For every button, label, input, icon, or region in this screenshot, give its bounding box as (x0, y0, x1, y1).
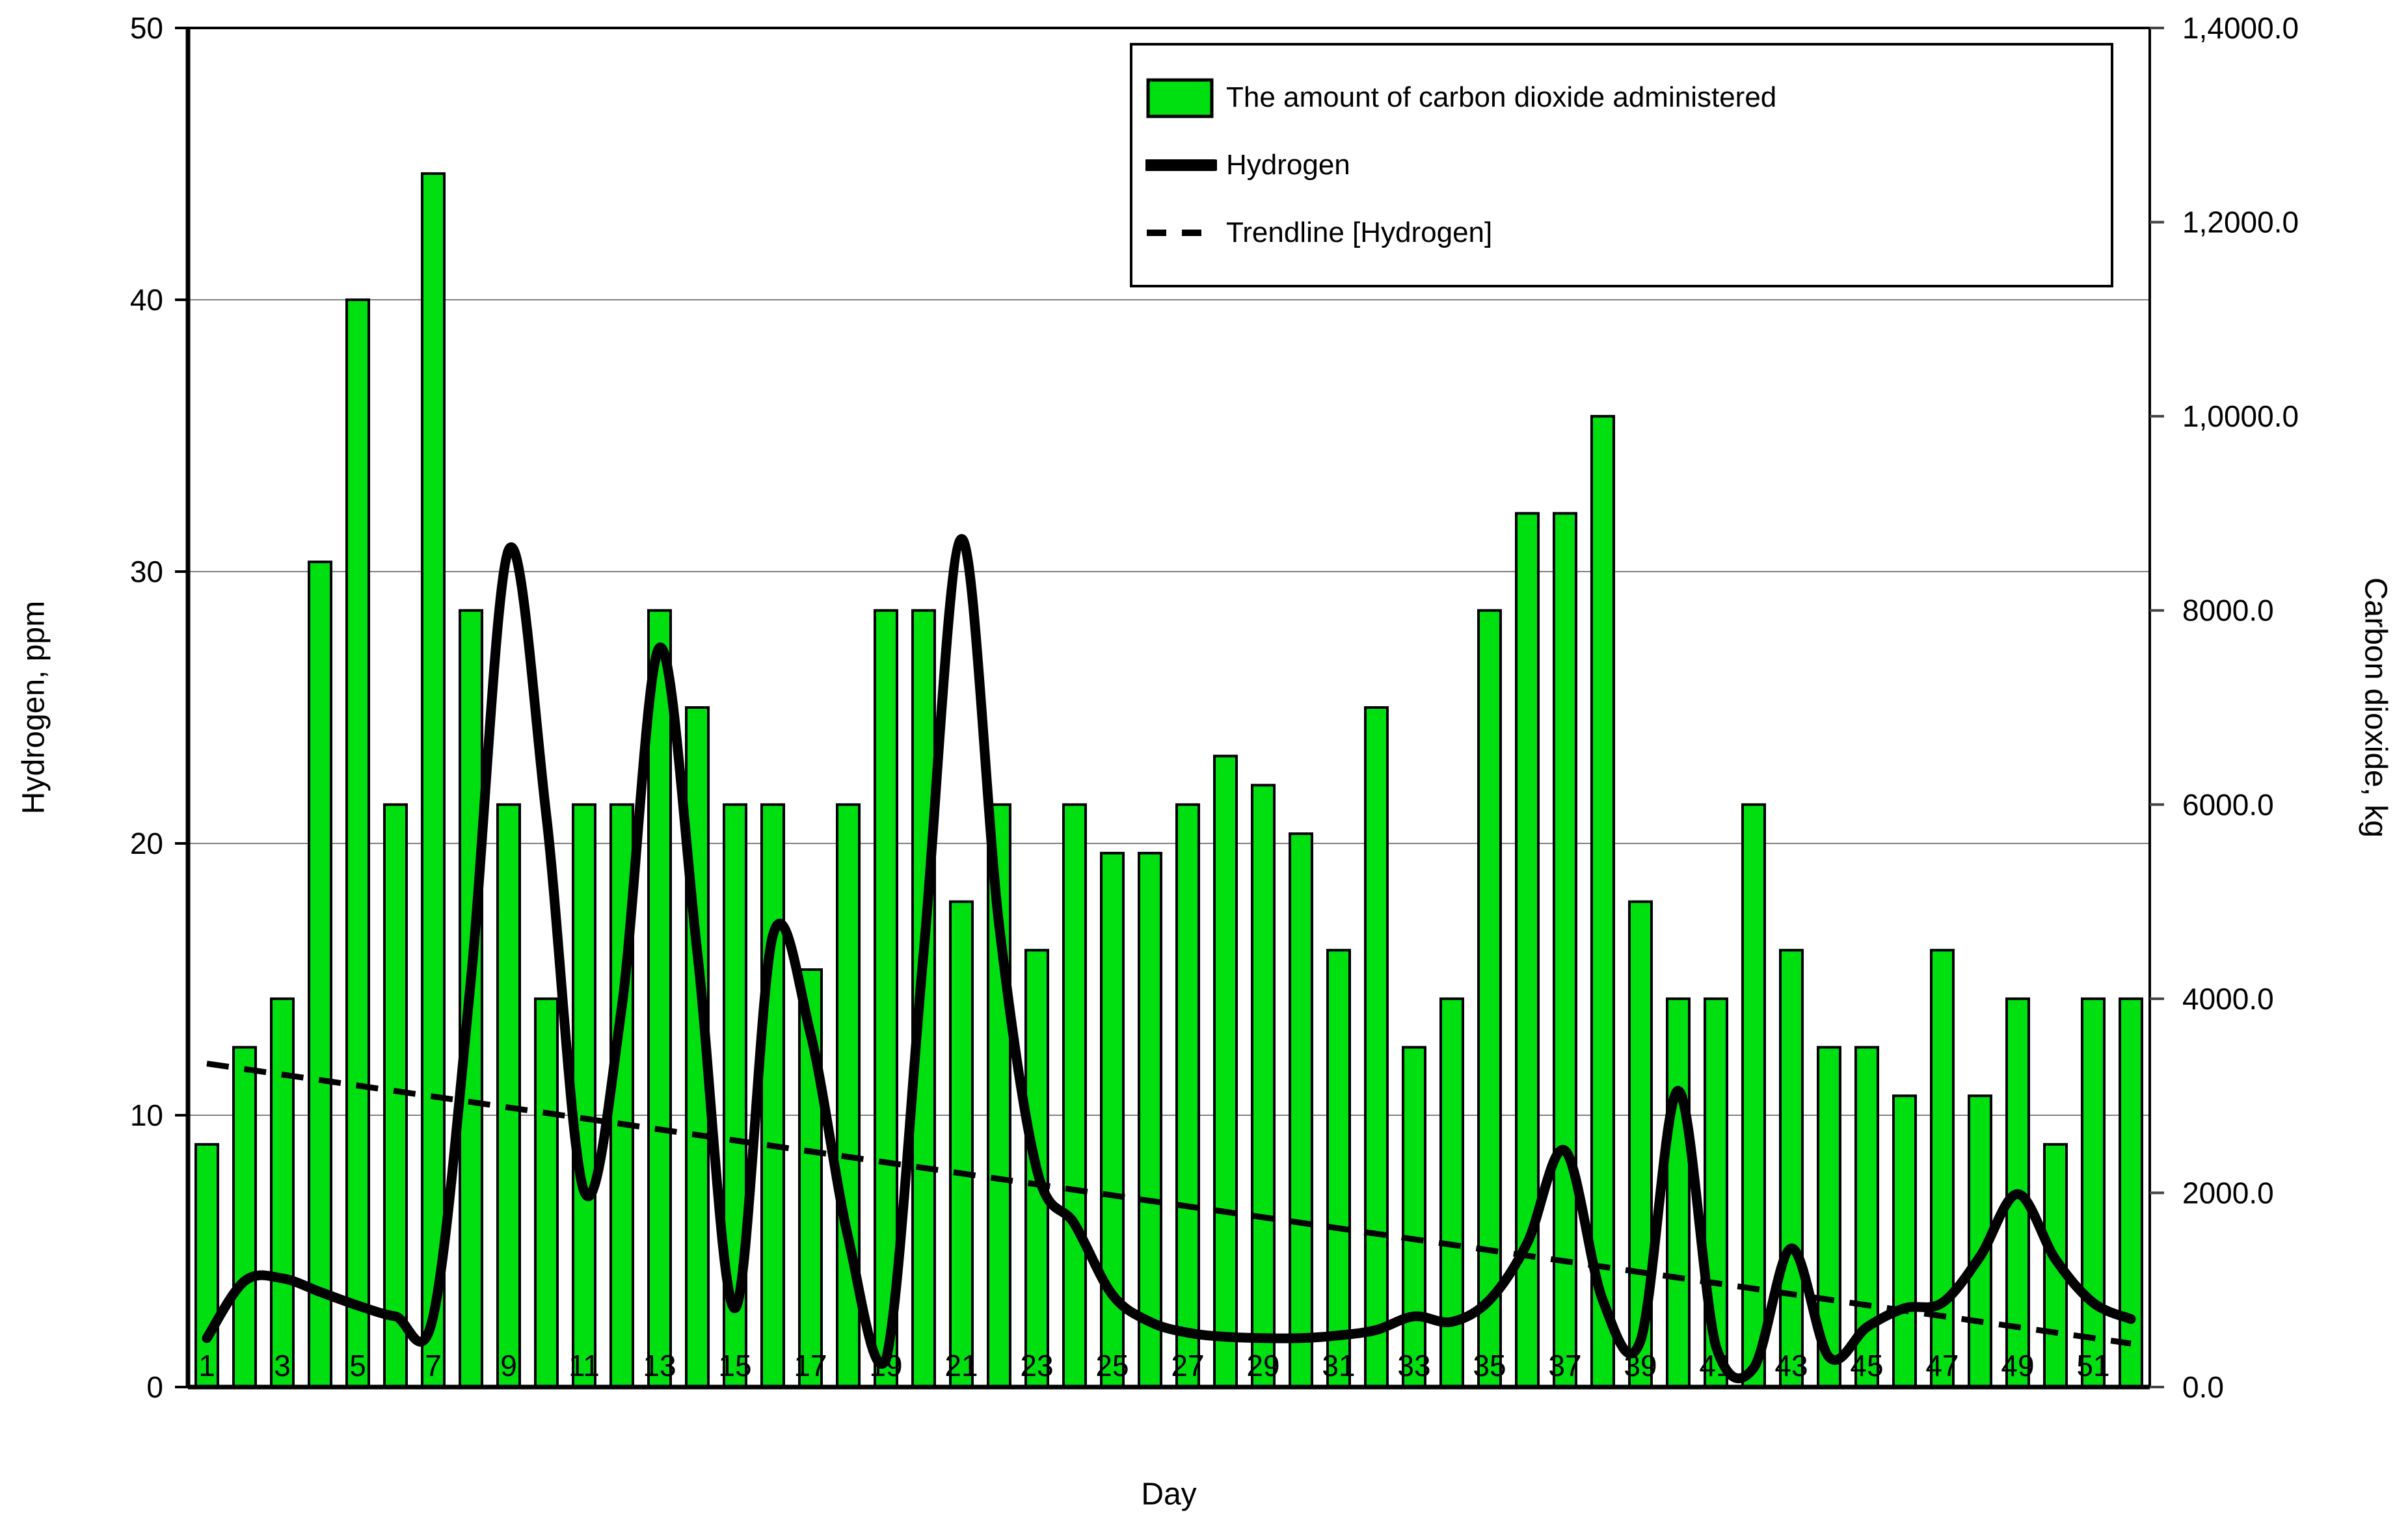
trendline-hydrogen[interactable] (206, 1061, 2132, 1347)
bar-day-2[interactable] (232, 1046, 257, 1388)
x-tick-label: 25 (1095, 1349, 1129, 1382)
solid-line-swatch-icon (1145, 142, 1217, 188)
bar-day-52[interactable] (2119, 997, 2143, 1389)
bar-day-32[interactable] (1364, 706, 1389, 1388)
bar-day-16[interactable] (760, 803, 785, 1389)
x-tick-label: 21 (944, 1349, 978, 1382)
left-tick-label: 20 (130, 827, 163, 860)
right-tick-label: 6000.0 (2182, 787, 2274, 821)
bar-day-28[interactable] (1213, 754, 1238, 1388)
bar-day-31[interactable] (1326, 949, 1351, 1388)
right-tick-label: 4000.0 (2182, 982, 2274, 1016)
x-tick-label: 47 (1925, 1349, 1959, 1382)
bar-day-35[interactable] (1477, 609, 1502, 1389)
x-tick-label: 37 (1548, 1349, 1581, 1382)
x-tick-label: 49 (2001, 1349, 2034, 1382)
legend-label: Trendline [Hydrogen] (1226, 217, 1493, 248)
x-tick-label: 51 (2076, 1349, 2109, 1382)
x-tick-label: 7 (425, 1349, 442, 1382)
bar-day-26[interactable] (1138, 851, 1162, 1388)
bar-day-38[interactable] (1590, 415, 1615, 1389)
x-tick-label: 15 (718, 1349, 751, 1382)
bar-day-29[interactable] (1251, 784, 1276, 1388)
bar-day-27[interactable] (1175, 803, 1200, 1389)
x-tick-label: 33 (1397, 1349, 1430, 1382)
left-tick-label: 40 (130, 283, 163, 317)
bar-day-5[interactable] (345, 298, 370, 1388)
x-tick-label: 35 (1473, 1349, 1506, 1382)
left-tick-label: 50 (130, 11, 163, 45)
bar-day-24[interactable] (1062, 803, 1087, 1389)
x-tick-label: 9 (500, 1349, 517, 1382)
bar-day-46[interactable] (1892, 1094, 1917, 1388)
legend-label: Hydrogen (1226, 149, 1350, 181)
bar-day-9[interactable] (496, 803, 521, 1389)
legend-item-hydrogen[interactable]: Hydrogen (1145, 131, 2098, 199)
bar-day-13[interactable] (647, 609, 672, 1389)
y-axis-left-title: Hydrogen, ppm (16, 600, 51, 815)
x-tick-label: 17 (794, 1349, 827, 1382)
x-tick-label: 27 (1171, 1349, 1204, 1382)
x-tick-label: 29 (1246, 1349, 1279, 1382)
x-tick-label: 1 (198, 1349, 215, 1382)
bar-day-10[interactable] (534, 997, 559, 1389)
x-tick-label: 3 (274, 1349, 291, 1382)
bar-swatch-icon (1145, 75, 1217, 120)
left-tick-label: 30 (130, 555, 163, 589)
x-tick-label: 45 (1850, 1349, 1883, 1382)
right-tick-label: 1,2000.0 (2182, 205, 2299, 239)
bar-day-34[interactable] (1439, 997, 1464, 1389)
axis-ticks-and-labels: 0 10 20 30 40 50 0.0 2000.0 4000.0 6000.0 8000.0 1,… (130, 11, 2299, 1404)
legend-box: The amount of carbon dioxide administere… (1130, 43, 2113, 287)
bar-day-40[interactable] (1666, 997, 1691, 1389)
x-tick-label: 5 (349, 1349, 366, 1382)
hydrogen-line[interactable] (202, 534, 2136, 1384)
x-tick-label: 31 (1322, 1349, 1355, 1382)
x-tick-label: 11 (569, 1349, 600, 1382)
bar-day-1[interactable] (194, 1143, 219, 1389)
right-tick-label: 1,0000.0 (2182, 399, 2299, 433)
right-tick-label: 1,4000.0 (2182, 11, 2299, 45)
legend-item-co2[interactable]: The amount of carbon dioxide administere… (1145, 64, 2098, 131)
x-tick-label: 39 (1624, 1349, 1657, 1382)
x-tick-label: 43 (1774, 1349, 1808, 1382)
bar-day-3[interactable] (270, 997, 295, 1389)
right-tick-label: 0.0 (2182, 1370, 2224, 1404)
bar-day-42[interactable] (1741, 803, 1766, 1389)
x-tick-label: 13 (643, 1349, 676, 1382)
bar-day-33[interactable] (1402, 1046, 1426, 1388)
left-tick-label: 10 (130, 1098, 163, 1132)
bar-day-4[interactable] (308, 561, 332, 1388)
x-tick-label: 23 (1020, 1349, 1053, 1382)
bar-day-18[interactable] (836, 803, 861, 1389)
bar-day-47[interactable] (1930, 949, 1955, 1388)
bar-day-30[interactable] (1289, 832, 1313, 1388)
y-axis-right-title: Carbon dioxide, kg (2358, 577, 2393, 838)
bar-day-11[interactable] (572, 803, 596, 1389)
bar-day-6[interactable] (383, 803, 408, 1389)
left-tick-label: 0 (146, 1370, 163, 1404)
x-tick-label: 41 (1699, 1349, 1732, 1382)
right-tick-label: 2000.0 (2182, 1176, 2274, 1210)
bar-day-43[interactable] (1779, 949, 1804, 1388)
bar-day-21[interactable] (949, 900, 974, 1388)
x-tick-label: 19 (869, 1349, 902, 1382)
legend-item-trendline[interactable]: Trendline [Hydrogen] (1145, 199, 2098, 267)
bar-day-19[interactable] (874, 609, 898, 1389)
legend-label: The amount of carbon dioxide administere… (1226, 81, 1777, 113)
x-axis-title: Day (1141, 1477, 1197, 1512)
bar-day-51[interactable] (2081, 997, 2106, 1389)
bar-day-37[interactable] (1553, 512, 1577, 1388)
bar-day-7[interactable] (421, 172, 446, 1388)
dashed-line-swatch-icon (1145, 210, 1217, 256)
right-tick-label: 8000.0 (2182, 594, 2274, 628)
